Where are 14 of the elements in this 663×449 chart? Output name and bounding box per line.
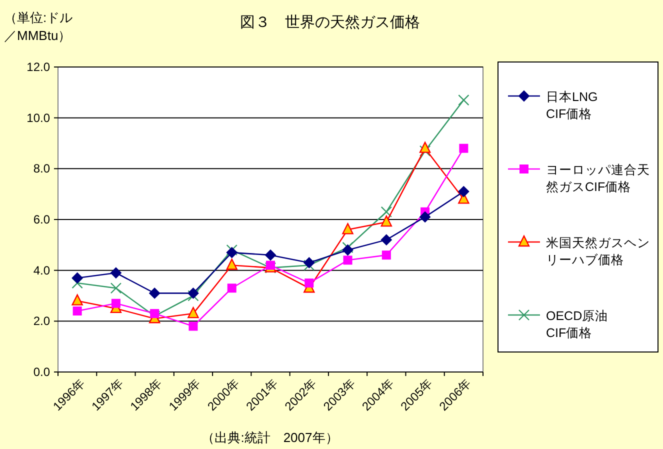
legend-label: ヨーロッパ連合天然ガスCIF価格 <box>546 163 650 194</box>
legend-label: 日本LNG CIF価格 <box>546 90 598 121</box>
y-tick-label: 6.0 <box>33 212 50 226</box>
text: （出典:統計 2007年） <box>202 430 338 445</box>
y-tick-label: 12.0 <box>26 60 50 74</box>
y-tick-label: 8.0 <box>33 162 50 176</box>
y-tick-label: 10.0 <box>26 110 50 125</box>
legend-label: OECD原油 CIF価格 <box>546 309 608 340</box>
y-tick-label: 0.0 <box>33 365 50 379</box>
y-tick-label: 2.0 <box>33 314 50 328</box>
y-axis-title: （単位:ドル／MMBtu） <box>4 10 73 43</box>
y-tick-label: 4.0 <box>33 263 50 278</box>
legend-label: 米国天然ガスヘンリーハブ価格 <box>546 236 650 267</box>
chart-title: 図３ 世界の天然ガス価格 <box>240 14 420 31</box>
